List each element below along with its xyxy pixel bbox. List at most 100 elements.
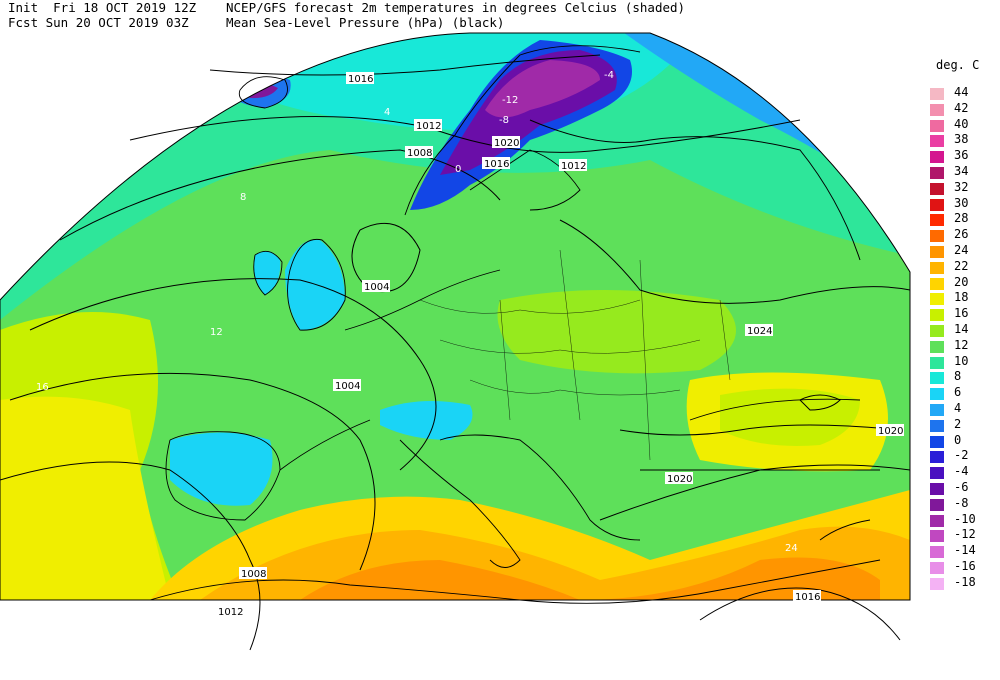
legend-swatch [930,451,944,464]
legend-swatch [930,309,944,322]
legend-label: 6 [954,385,962,400]
contour-label: 16 [36,382,49,393]
legend-swatch [930,88,944,100]
legend-swatch [930,530,944,543]
header-subtitle: Mean Sea-Level Pressure (hPa) (black) [226,15,505,30]
svg-text:1016: 1016 [348,74,373,85]
header-init: Init Fri 18 OCT 2019 12Z [8,0,197,15]
svg-text:1004: 1004 [335,381,360,392]
svg-text:1012: 1012 [561,161,586,172]
svg-text:1012: 1012 [416,121,441,132]
svg-text:1016: 1016 [795,592,820,603]
legend-swatch [930,325,944,337]
legend-swatch [930,483,944,495]
temperature-pressure-map: 1016 1012 1008 1020 1016 1012 1004 1004 … [0,32,911,651]
legend-swatch [930,562,944,574]
map-area [0,33,910,600]
legend-label: 2 [954,416,962,431]
svg-text:1020: 1020 [494,138,519,149]
svg-text:1016: 1016 [484,159,509,170]
legend-label: 10 [954,353,969,368]
legend-label: 4 [954,401,962,415]
legend-swatch [930,577,944,590]
legend-label: 42 [954,100,969,115]
legend-swatch [930,388,944,401]
legend-label: 16 [954,306,969,321]
contour-label: -4 [604,70,614,81]
legend-label: -8 [954,495,969,510]
legend-label: -12 [954,527,976,542]
svg-text:1008: 1008 [407,148,432,159]
legend-label: -18 [954,574,976,589]
legend-label: -6 [954,480,969,494]
legend-label: -2 [954,448,969,463]
legend-label: 32 [954,179,969,194]
legend-swatch [930,356,944,369]
contour-label: 12 [210,327,223,338]
legend-swatch [930,214,944,227]
svg-text:1024: 1024 [747,326,772,337]
header-title: NCEP/GFS forecast 2m temperatures in deg… [226,0,686,15]
legend-label: -16 [954,559,976,573]
legend-swatch [930,167,944,179]
contour-label: 1020 [492,136,520,149]
contour-label: 1012 [559,159,587,172]
contour-label: 1016 [482,157,510,170]
contour-label: 4 [384,107,390,118]
legend-swatch [930,514,944,527]
legend-label: 36 [954,148,969,163]
domain-outline [0,32,911,601]
svg-text:1012: 1012 [218,607,243,618]
contour-label: -8 [499,115,509,126]
legend-swatch [930,151,944,164]
borders [419,249,731,461]
legend-label: 44 [954,85,969,99]
legend-label: 0 [954,432,962,447]
legend-label: 8 [954,369,962,384]
legend-label: 12 [954,337,969,352]
contour-label: 1008 [239,567,267,580]
legend-swatch [930,103,944,116]
legend-label: 34 [954,164,969,178]
legend-label: -14 [954,543,976,558]
legend-swatch [930,230,944,243]
legend-label: 18 [954,290,969,305]
contour-label: 1012 [216,605,244,618]
contour-label: 1020 [876,424,904,437]
legend-label: 26 [954,227,969,242]
svg-text:1008: 1008 [241,569,266,580]
legend-swatch [930,198,944,211]
contour-label: 8 [240,192,246,203]
svg-text:1020: 1020 [667,474,692,485]
legend-swatch [930,261,944,274]
legend-label: -10 [954,511,976,526]
legend-swatch [930,293,944,306]
legend-unit: deg. C [936,58,980,72]
contour-label: 1016 [793,590,821,603]
legend-label: 40 [954,116,969,131]
legend-swatch [930,182,944,195]
legend-label: 24 [954,243,969,257]
legend-label: 28 [954,211,969,226]
contour-label: 20 [318,600,331,611]
legend-swatch [930,135,944,148]
contour-labels: 1016 1012 1008 1020 1016 1012 1004 1004 … [36,70,904,618]
contour-label: 1020 [665,472,693,485]
legend-swatch [930,419,944,432]
svg-text:1020: 1020 [878,426,903,437]
contour-label: 1016 [346,72,374,85]
legend-swatch [930,246,944,258]
contour-label: 24 [785,543,798,554]
legend-label: -4 [954,464,969,479]
contour-label: 1012 [414,119,442,132]
svg-text:1004: 1004 [364,282,389,293]
legend-swatch [930,467,944,480]
legend-label: 20 [954,274,969,289]
legend-swatch [930,498,944,511]
legend-swatch [930,119,944,132]
header-forecast: Fcst Sun 20 OCT 2019 03Z [8,15,189,30]
legend-swatch [930,340,944,353]
legend-label: 14 [954,322,969,336]
legend-label: 22 [954,258,969,273]
legend-label: 30 [954,195,969,210]
